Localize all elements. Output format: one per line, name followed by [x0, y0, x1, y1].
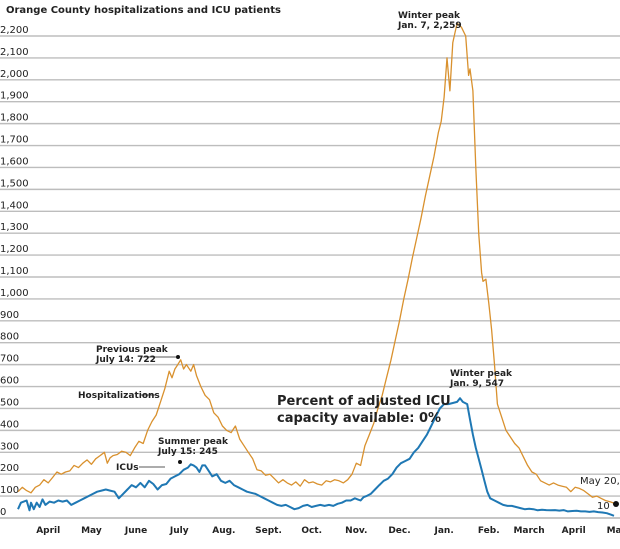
x-tick-label: Dec. — [388, 526, 410, 536]
y-tick-label: 600 — [0, 376, 19, 387]
y-tick-label: 900 — [0, 310, 19, 321]
y-tick-label: 200 — [0, 463, 19, 474]
y-tick-label: 1,700 — [0, 135, 29, 146]
y-tick-label: 2,100 — [0, 47, 29, 58]
y-tick-label: 1,900 — [0, 91, 29, 102]
y-tick-label: 1,300 — [0, 222, 29, 233]
x-tick-label: April — [36, 526, 60, 536]
summer-peak-label-2: July 15: 245 — [157, 447, 218, 457]
x-tick-label: March — [513, 526, 544, 536]
y-tick-label: 1,800 — [0, 113, 29, 124]
icu-capacity-note-1: Percent of adjusted ICU — [277, 394, 451, 409]
hospitalizations-line — [17, 22, 615, 504]
hosp-end-marker — [613, 501, 619, 507]
winter-peak-icu-label-2: Jan. 9, 547 — [449, 379, 504, 389]
y-tick-label: 1,400 — [0, 200, 29, 211]
y-tick-label: 0 — [0, 507, 6, 518]
x-tick-label: Oct. — [301, 526, 322, 536]
x-tick-label: Jan. — [434, 526, 454, 536]
winter-peak-hosp-label-1: Winter peak — [398, 11, 461, 21]
previous-peak-label-1: Previous peak — [96, 345, 169, 355]
previous-peak-label-2: July 14: 722 — [95, 355, 156, 365]
y-tick-label: 2,200 — [0, 25, 29, 36]
hosp-end-label: May 20, 68 — [580, 476, 620, 487]
y-tick-label: 300 — [0, 441, 19, 452]
x-tick-label: Sept. — [255, 526, 282, 536]
y-tick-label: 700 — [0, 354, 19, 365]
y-tick-label: 1,000 — [0, 288, 29, 299]
x-tick-label: April — [562, 526, 586, 536]
x-tick-label: Aug. — [212, 526, 235, 536]
x-tick-label: Nov. — [345, 526, 367, 536]
y-tick-label: 800 — [0, 332, 19, 343]
x-tick-label: Feb. — [478, 526, 500, 536]
y-tick-label: 400 — [0, 419, 19, 430]
y-axis-ticks: 0 100 200 300 400 500 600 700 800 900 1,000 1,100 1,… — [0, 25, 29, 518]
previous-peak-marker — [176, 355, 180, 359]
icu-end-label: 10 — [597, 501, 610, 512]
summer-peak-marker — [178, 460, 182, 464]
x-axis-ticks: April May June July Aug. Sept. Oct. Nov. Dec. Jan… — [36, 526, 620, 536]
y-tick-label: 100 — [0, 485, 19, 496]
summer-peak-label-1: Summer peak — [158, 437, 229, 447]
icu-capacity-note-2: capacity available: 0% — [277, 411, 441, 426]
x-tick-label: July — [169, 526, 189, 536]
y-tick-label: 1,500 — [0, 178, 29, 189]
icus-line — [17, 397, 615, 517]
x-tick-label: May — [607, 526, 620, 536]
y-tick-label: 2,000 — [0, 69, 29, 80]
icus-series-label: ICUs — [116, 463, 139, 473]
y-tick-label: 1,600 — [0, 156, 29, 167]
winter-peak-icu-label-1: Winter peak — [450, 369, 513, 379]
x-tick-label: June — [124, 526, 147, 536]
y-tick-label: 500 — [0, 397, 19, 408]
hospitalizations-series-label: Hospitalizations — [78, 391, 160, 401]
chart-title: Orange County hospitalizations and ICU p… — [6, 5, 281, 16]
y-tick-label: 1,100 — [0, 266, 29, 277]
winter-peak-hosp-label-2: Jan. 7, 2,259 — [397, 21, 462, 31]
y-tick-label: 1,200 — [0, 244, 29, 255]
x-tick-label: May — [81, 526, 102, 536]
grid — [0, 35, 620, 519]
series-lines — [17, 22, 615, 517]
